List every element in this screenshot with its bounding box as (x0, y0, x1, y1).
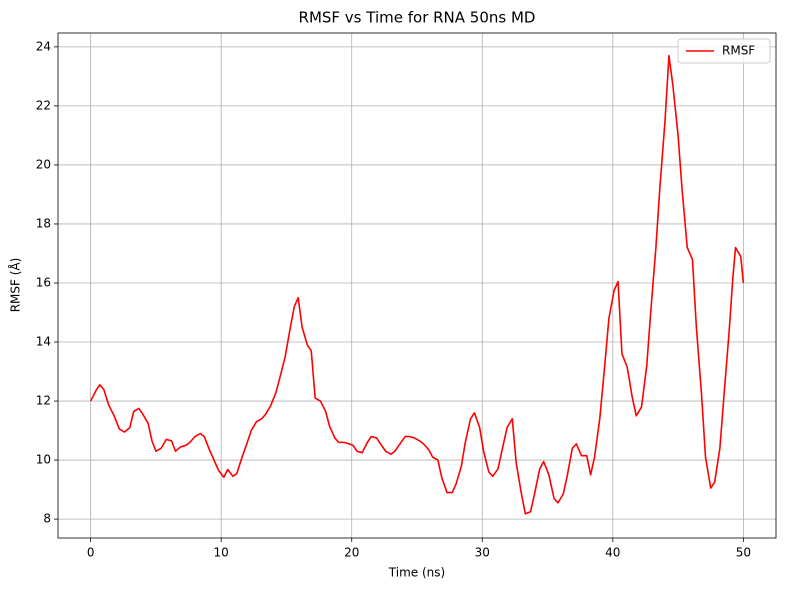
y-tick-label: 16 (36, 275, 51, 289)
x-tick-label: 30 (475, 546, 490, 560)
y-tick-label: 8 (43, 512, 51, 526)
legend-label: RMSF (722, 44, 755, 58)
y-axis-label: RMSF (Å) (8, 258, 23, 313)
y-tick-label: 20 (36, 157, 51, 171)
plot-frame (57, 32, 777, 539)
legend-box (677, 38, 771, 64)
data-line (89, 54, 745, 515)
x-tick-label: 50 (736, 546, 751, 560)
x-tick-label: 10 (214, 546, 229, 560)
y-tick-label: 18 (36, 216, 51, 230)
y-tick-label: 10 (36, 453, 51, 467)
y-tick-label: 14 (36, 335, 51, 349)
y-tick-label: 22 (36, 98, 51, 112)
y-tick-label: 12 (36, 394, 51, 408)
chart-title: RMSF vs Time for RNA 50ns MD (299, 9, 536, 27)
x-tick-label: 20 (344, 546, 359, 560)
y-tick-label: 24 (36, 39, 51, 53)
x-tick-label: 0 (87, 546, 95, 560)
x-axis-label: Time (ns) (388, 566, 445, 580)
x-tick-label: 40 (605, 546, 620, 560)
